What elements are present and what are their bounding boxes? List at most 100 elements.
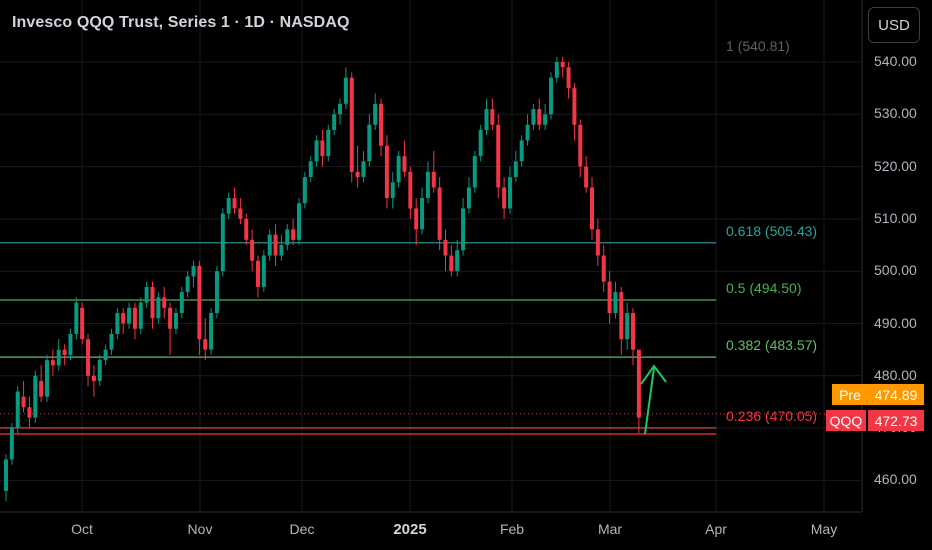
time-tick-label: Mar	[597, 521, 623, 537]
candle-body	[68, 333, 73, 355]
fib-label: 0.5 (494.50)	[726, 279, 802, 296]
candle-body	[308, 161, 313, 178]
candle-body	[156, 297, 161, 319]
fib-label: 0.236 (470.05)	[726, 407, 818, 424]
time-tick-label: Apr	[705, 521, 727, 537]
candle-body	[425, 171, 430, 198]
candle-body	[590, 187, 594, 230]
candle-body	[613, 292, 618, 314]
candle-body	[86, 339, 91, 376]
fib-label: 0.382 (483.57)	[726, 337, 818, 354]
candle-body	[461, 208, 466, 251]
candle-body	[543, 114, 548, 125]
price-tick-label: 500.00	[874, 262, 917, 279]
candle-body	[496, 124, 501, 188]
candle-body	[226, 197, 231, 214]
symbol-tag: QQQ	[826, 410, 866, 431]
time-tick-label: 2025	[393, 521, 427, 538]
candle-body	[396, 156, 401, 183]
candle-body	[560, 62, 565, 68]
candle-body	[4, 459, 8, 491]
price-tick-label: 540.00	[874, 53, 917, 69]
candle-body	[554, 62, 559, 78]
candle-body	[566, 67, 571, 89]
candle-body	[332, 114, 337, 130]
candle-body	[584, 166, 589, 188]
candle-body	[390, 182, 395, 198]
candle-body	[490, 109, 495, 125]
candle-body	[595, 229, 600, 256]
candle-body	[115, 313, 120, 334]
last-price-badge: 472.73	[868, 410, 924, 431]
candle-body	[466, 187, 471, 209]
candle-body	[502, 187, 507, 209]
candle-body	[80, 307, 85, 340]
candle-body	[478, 129, 483, 157]
candle-body	[443, 239, 448, 256]
candle-body	[355, 171, 360, 178]
candle-body	[62, 349, 67, 355]
candle-body	[285, 229, 290, 246]
candle-body	[144, 286, 149, 303]
candle-body	[472, 156, 477, 188]
candle-body	[437, 187, 442, 240]
candle-body	[132, 307, 137, 329]
candle-body	[203, 339, 208, 350]
candle-body	[121, 313, 126, 324]
candle-body	[179, 292, 184, 314]
candle-body	[244, 218, 249, 240]
candle-body	[607, 281, 612, 314]
candle-body	[232, 197, 237, 209]
pre-market-price-badge: 474.89	[868, 384, 924, 405]
candle-body	[33, 375, 38, 418]
candle-body	[45, 360, 50, 397]
candle-body	[408, 171, 413, 209]
candle-body	[97, 360, 102, 382]
candle-body	[255, 260, 260, 287]
candle-body	[250, 239, 255, 261]
price-tick-label: 460.00	[874, 471, 917, 488]
candle-body	[191, 265, 196, 277]
time-tick-label: Feb	[499, 521, 525, 537]
fib-label: 0.618 (505.43)	[726, 222, 818, 239]
candle-body	[273, 234, 278, 256]
candle-body	[420, 197, 425, 230]
currency-button[interactable]: USD	[868, 7, 920, 43]
candle-body	[449, 255, 454, 272]
price-tick-label: 490.00	[874, 314, 917, 331]
chart-title: Invesco QQQ Trust, Series 1 · 1D · NASDA…	[12, 14, 350, 31]
candle-body	[367, 124, 372, 162]
candle-body	[220, 213, 225, 272]
price-tick-label: 480.00	[874, 366, 917, 383]
candle-body	[103, 349, 108, 361]
candle-body	[27, 407, 32, 418]
candle-body	[431, 171, 436, 188]
candle-body	[349, 77, 354, 172]
candle-body	[625, 313, 630, 340]
candle-body	[150, 286, 155, 319]
candle-body	[50, 360, 55, 366]
candle-body	[631, 313, 636, 350]
candle-body	[214, 271, 219, 314]
candle-body	[21, 396, 26, 408]
candle-body	[173, 313, 178, 329]
candle-body	[414, 208, 419, 230]
candle-body	[56, 349, 61, 366]
candle-body	[320, 140, 325, 157]
price-tick-label: 520.00	[874, 157, 917, 174]
candle-body	[537, 109, 542, 125]
candle-body	[74, 302, 79, 334]
arrow-shaft	[644, 367, 655, 435]
candle-body	[15, 391, 20, 429]
candle-body	[384, 145, 389, 198]
candle-body	[361, 161, 366, 178]
candle-body	[267, 234, 272, 256]
candle-body	[39, 381, 44, 397]
chart-grid	[0, 0, 862, 512]
candle-body	[127, 307, 132, 324]
candle-body	[379, 103, 384, 146]
candle-body	[314, 140, 319, 162]
time-tick-label: Oct	[71, 521, 93, 537]
time-tick-label: May	[810, 521, 838, 537]
